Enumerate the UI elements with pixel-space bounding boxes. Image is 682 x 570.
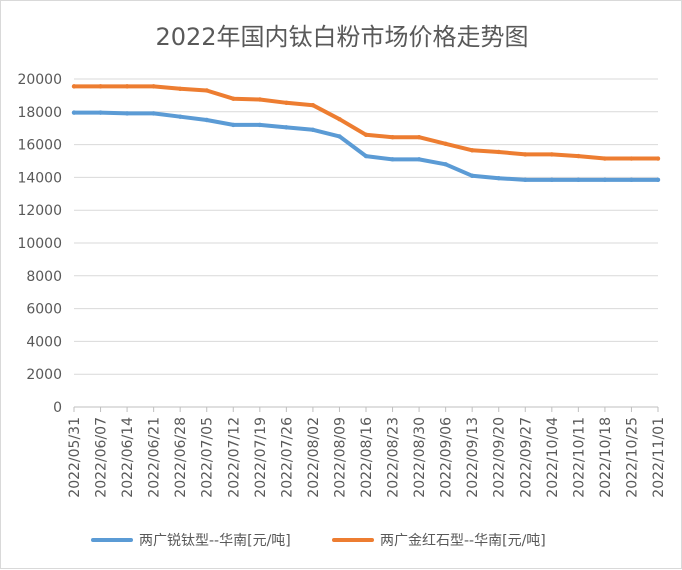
y-tick-label: 8000 [26,269,62,285]
data-point [98,110,103,115]
data-point [523,152,528,157]
data-point [602,177,608,183]
legend: 两广锐钛型--华南[元/吨] 两广金红石型--华南[元/吨] [91,533,546,549]
x-tick-label: 2022/09/27 [518,417,534,498]
data-point [629,156,634,161]
x-tick-label: 2022/07/05 [200,417,216,498]
data-point [124,84,130,89]
data-point [496,176,501,181]
x-tick-label: 2022/08/09 [332,417,348,498]
chart-title: 2022年国内钛白粉市场价格走势图 [155,23,528,51]
y-axis-ticks: 0 2000 4000 6000 8000 10000 12000 14000 16000 180… [17,72,62,416]
x-tick-label: 2022/08/23 [386,417,402,498]
data-point [363,132,369,137]
data-point [416,157,422,162]
data-point [337,116,342,122]
x-tick-label: 2022/09/20 [492,417,508,498]
legend-label-1: 两广锐钛型--华南[元/吨] [139,533,291,549]
series-line-1 [72,110,660,182]
data-point [257,122,263,128]
data-point [549,152,555,157]
data-point [124,111,130,116]
x-tick-label: 2022/11/01 [651,417,667,498]
y-tick-label: 14000 [17,170,62,186]
data-point [390,157,395,162]
y-tick-label: 18000 [17,105,62,121]
series-line-2 [72,84,660,161]
x-tick-label: 2022/06/07 [94,417,110,498]
x-tick-label: 2022/09/13 [465,417,481,498]
data-point [390,135,395,140]
data-point [151,84,156,89]
data-point [284,125,289,130]
data-point [231,96,236,101]
data-point [469,148,475,153]
x-tick-label: 2022/09/06 [439,417,455,498]
data-point [98,84,103,89]
series-lines [71,84,661,183]
x-tick-label: 2022/06/28 [173,417,189,498]
data-point [469,173,475,178]
y-tick-label: 20000 [17,72,62,88]
data-point [416,135,422,140]
data-point [204,88,209,93]
y-tick-label: 0 [53,400,62,416]
x-axis-ticks: 2022/05/31 2022/06/07 2022/06/14 2022/06/21… [67,407,667,498]
data-point [231,122,236,128]
x-tick-label: 2022/06/21 [147,417,163,498]
x-tick-label: 2022/10/25 [624,417,640,498]
x-tick-label: 2022/07/26 [279,417,295,498]
data-point [576,177,581,183]
data-point [337,134,342,139]
data-point [284,100,289,105]
x-tick-label: 2022/06/14 [120,417,136,498]
data-point [177,114,183,119]
x-tick-label: 2022/07/19 [253,417,269,498]
y-tick-label: 12000 [17,203,62,219]
data-point [310,127,316,133]
x-tick-label: 2022/05/31 [67,417,83,498]
data-point [443,141,448,146]
x-tick-label: 2022/07/12 [226,417,242,498]
y-tick-label: 10000 [17,236,62,252]
y-tick-label: 4000 [26,334,62,350]
y-tick-label: 2000 [26,367,62,383]
data-point [629,177,634,183]
data-point [523,177,528,183]
x-tick-label: 2022/08/02 [306,417,322,498]
data-point [576,153,581,159]
x-tick-label: 2022/10/11 [571,417,587,498]
data-point [602,156,608,161]
y-tick-label: 16000 [17,138,62,154]
data-point [655,177,661,183]
gridlines [74,78,658,375]
data-point [655,156,661,161]
x-tick-label: 2022/08/30 [412,417,428,498]
data-point [151,111,156,116]
data-point [310,103,316,108]
x-tick-label: 2022/08/16 [359,417,375,498]
data-point [71,110,77,115]
data-point [257,97,263,102]
data-point [177,86,183,92]
legend-label-2: 两广金红石型--华南[元/吨] [380,533,546,549]
x-tick-label: 2022/10/18 [598,417,614,498]
data-point [443,162,448,167]
data-point [549,177,555,183]
data-point [496,149,501,155]
x-tick-label: 2022/10/04 [545,417,561,498]
data-point [71,84,77,89]
data-point [363,153,369,159]
y-tick-label: 6000 [26,302,62,318]
data-point [204,117,209,123]
